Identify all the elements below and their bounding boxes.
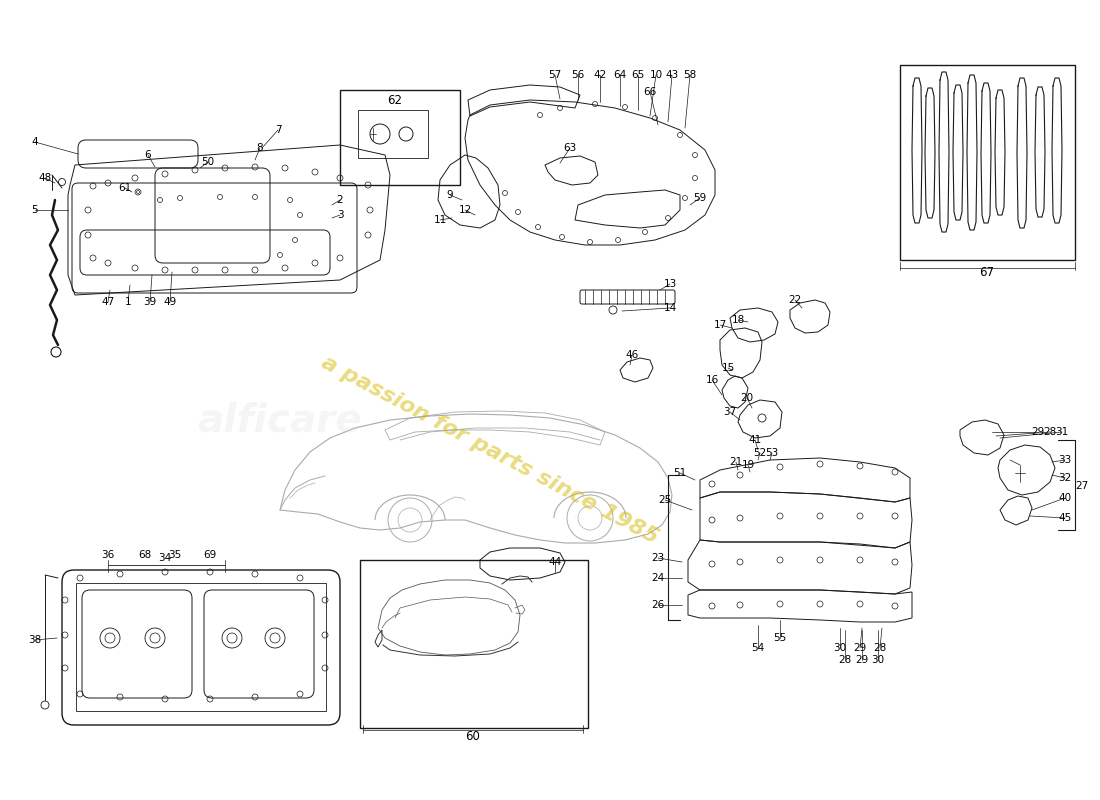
Text: 4: 4 — [32, 137, 39, 147]
Text: 12: 12 — [459, 205, 472, 215]
Text: 66: 66 — [644, 87, 657, 97]
Text: 37: 37 — [724, 407, 737, 417]
Text: 69: 69 — [204, 550, 217, 560]
Bar — [360, 560, 588, 728]
Text: 31: 31 — [1055, 427, 1068, 437]
Text: 62: 62 — [387, 94, 403, 106]
Text: 13: 13 — [663, 279, 676, 289]
Text: a passion for parts since 1985: a passion for parts since 1985 — [318, 352, 662, 548]
Text: 33: 33 — [1058, 455, 1071, 465]
Text: 21: 21 — [729, 457, 743, 467]
Text: 55: 55 — [773, 633, 786, 643]
Text: 3: 3 — [337, 210, 343, 220]
Text: 22: 22 — [789, 295, 802, 305]
Text: 23: 23 — [651, 553, 664, 563]
Text: 30: 30 — [834, 643, 847, 653]
Text: 19: 19 — [741, 460, 755, 470]
Text: 60: 60 — [465, 730, 481, 742]
Text: 17: 17 — [714, 320, 727, 330]
Text: 9: 9 — [447, 190, 453, 200]
Text: 28: 28 — [873, 643, 887, 653]
Text: 42: 42 — [593, 70, 606, 80]
Text: 16: 16 — [705, 375, 718, 385]
Text: 63: 63 — [563, 143, 576, 153]
Text: 28: 28 — [1044, 427, 1057, 437]
Text: 24: 24 — [651, 573, 664, 583]
Text: 36: 36 — [101, 550, 114, 560]
Text: 8: 8 — [256, 143, 263, 153]
Text: 45: 45 — [1058, 513, 1071, 523]
Text: 29: 29 — [1032, 427, 1045, 437]
Text: 59: 59 — [693, 193, 706, 203]
Bar — [358, 110, 428, 158]
Text: 53: 53 — [766, 448, 779, 458]
Text: 43: 43 — [666, 70, 679, 80]
Text: 2: 2 — [337, 195, 343, 205]
Text: 10: 10 — [649, 70, 662, 80]
Text: 18: 18 — [732, 315, 745, 325]
Text: 56: 56 — [571, 70, 584, 80]
Text: 6: 6 — [145, 150, 152, 160]
Text: 39: 39 — [143, 297, 156, 307]
Text: 7: 7 — [275, 125, 282, 135]
Text: 29: 29 — [856, 655, 869, 665]
Text: 46: 46 — [626, 350, 639, 360]
Text: 40: 40 — [1058, 493, 1071, 503]
Bar — [900, 65, 1075, 260]
Text: 41: 41 — [748, 435, 761, 445]
Text: 15: 15 — [722, 363, 735, 373]
Text: 65: 65 — [631, 70, 645, 80]
Text: 48: 48 — [39, 173, 52, 183]
Text: 61: 61 — [119, 183, 132, 193]
Bar — [340, 90, 460, 185]
Text: 44: 44 — [549, 557, 562, 567]
Text: 47: 47 — [101, 297, 114, 307]
Text: 57: 57 — [549, 70, 562, 80]
Text: 26: 26 — [651, 600, 664, 610]
Text: 14: 14 — [663, 303, 676, 313]
Text: 32: 32 — [1058, 473, 1071, 483]
Text: 25: 25 — [659, 495, 672, 505]
Text: 1: 1 — [124, 297, 131, 307]
Text: 20: 20 — [740, 393, 754, 403]
Bar — [76, 583, 326, 711]
Text: 51: 51 — [673, 468, 686, 478]
Text: 52: 52 — [754, 448, 767, 458]
Text: alficare: alficare — [198, 401, 362, 439]
Text: 64: 64 — [614, 70, 627, 80]
Text: 34: 34 — [158, 553, 172, 563]
Text: 29: 29 — [854, 643, 867, 653]
Text: 5: 5 — [32, 205, 39, 215]
Text: 68: 68 — [139, 550, 152, 560]
Text: 27: 27 — [1076, 481, 1089, 491]
Text: 58: 58 — [683, 70, 696, 80]
Text: 49: 49 — [164, 297, 177, 307]
Text: 38: 38 — [29, 635, 42, 645]
Text: 35: 35 — [168, 550, 182, 560]
Text: 67: 67 — [979, 266, 994, 278]
Text: 28: 28 — [838, 655, 851, 665]
Text: 11: 11 — [433, 215, 447, 225]
Text: 54: 54 — [751, 643, 764, 653]
Text: 30: 30 — [871, 655, 884, 665]
Text: 50: 50 — [201, 157, 214, 167]
